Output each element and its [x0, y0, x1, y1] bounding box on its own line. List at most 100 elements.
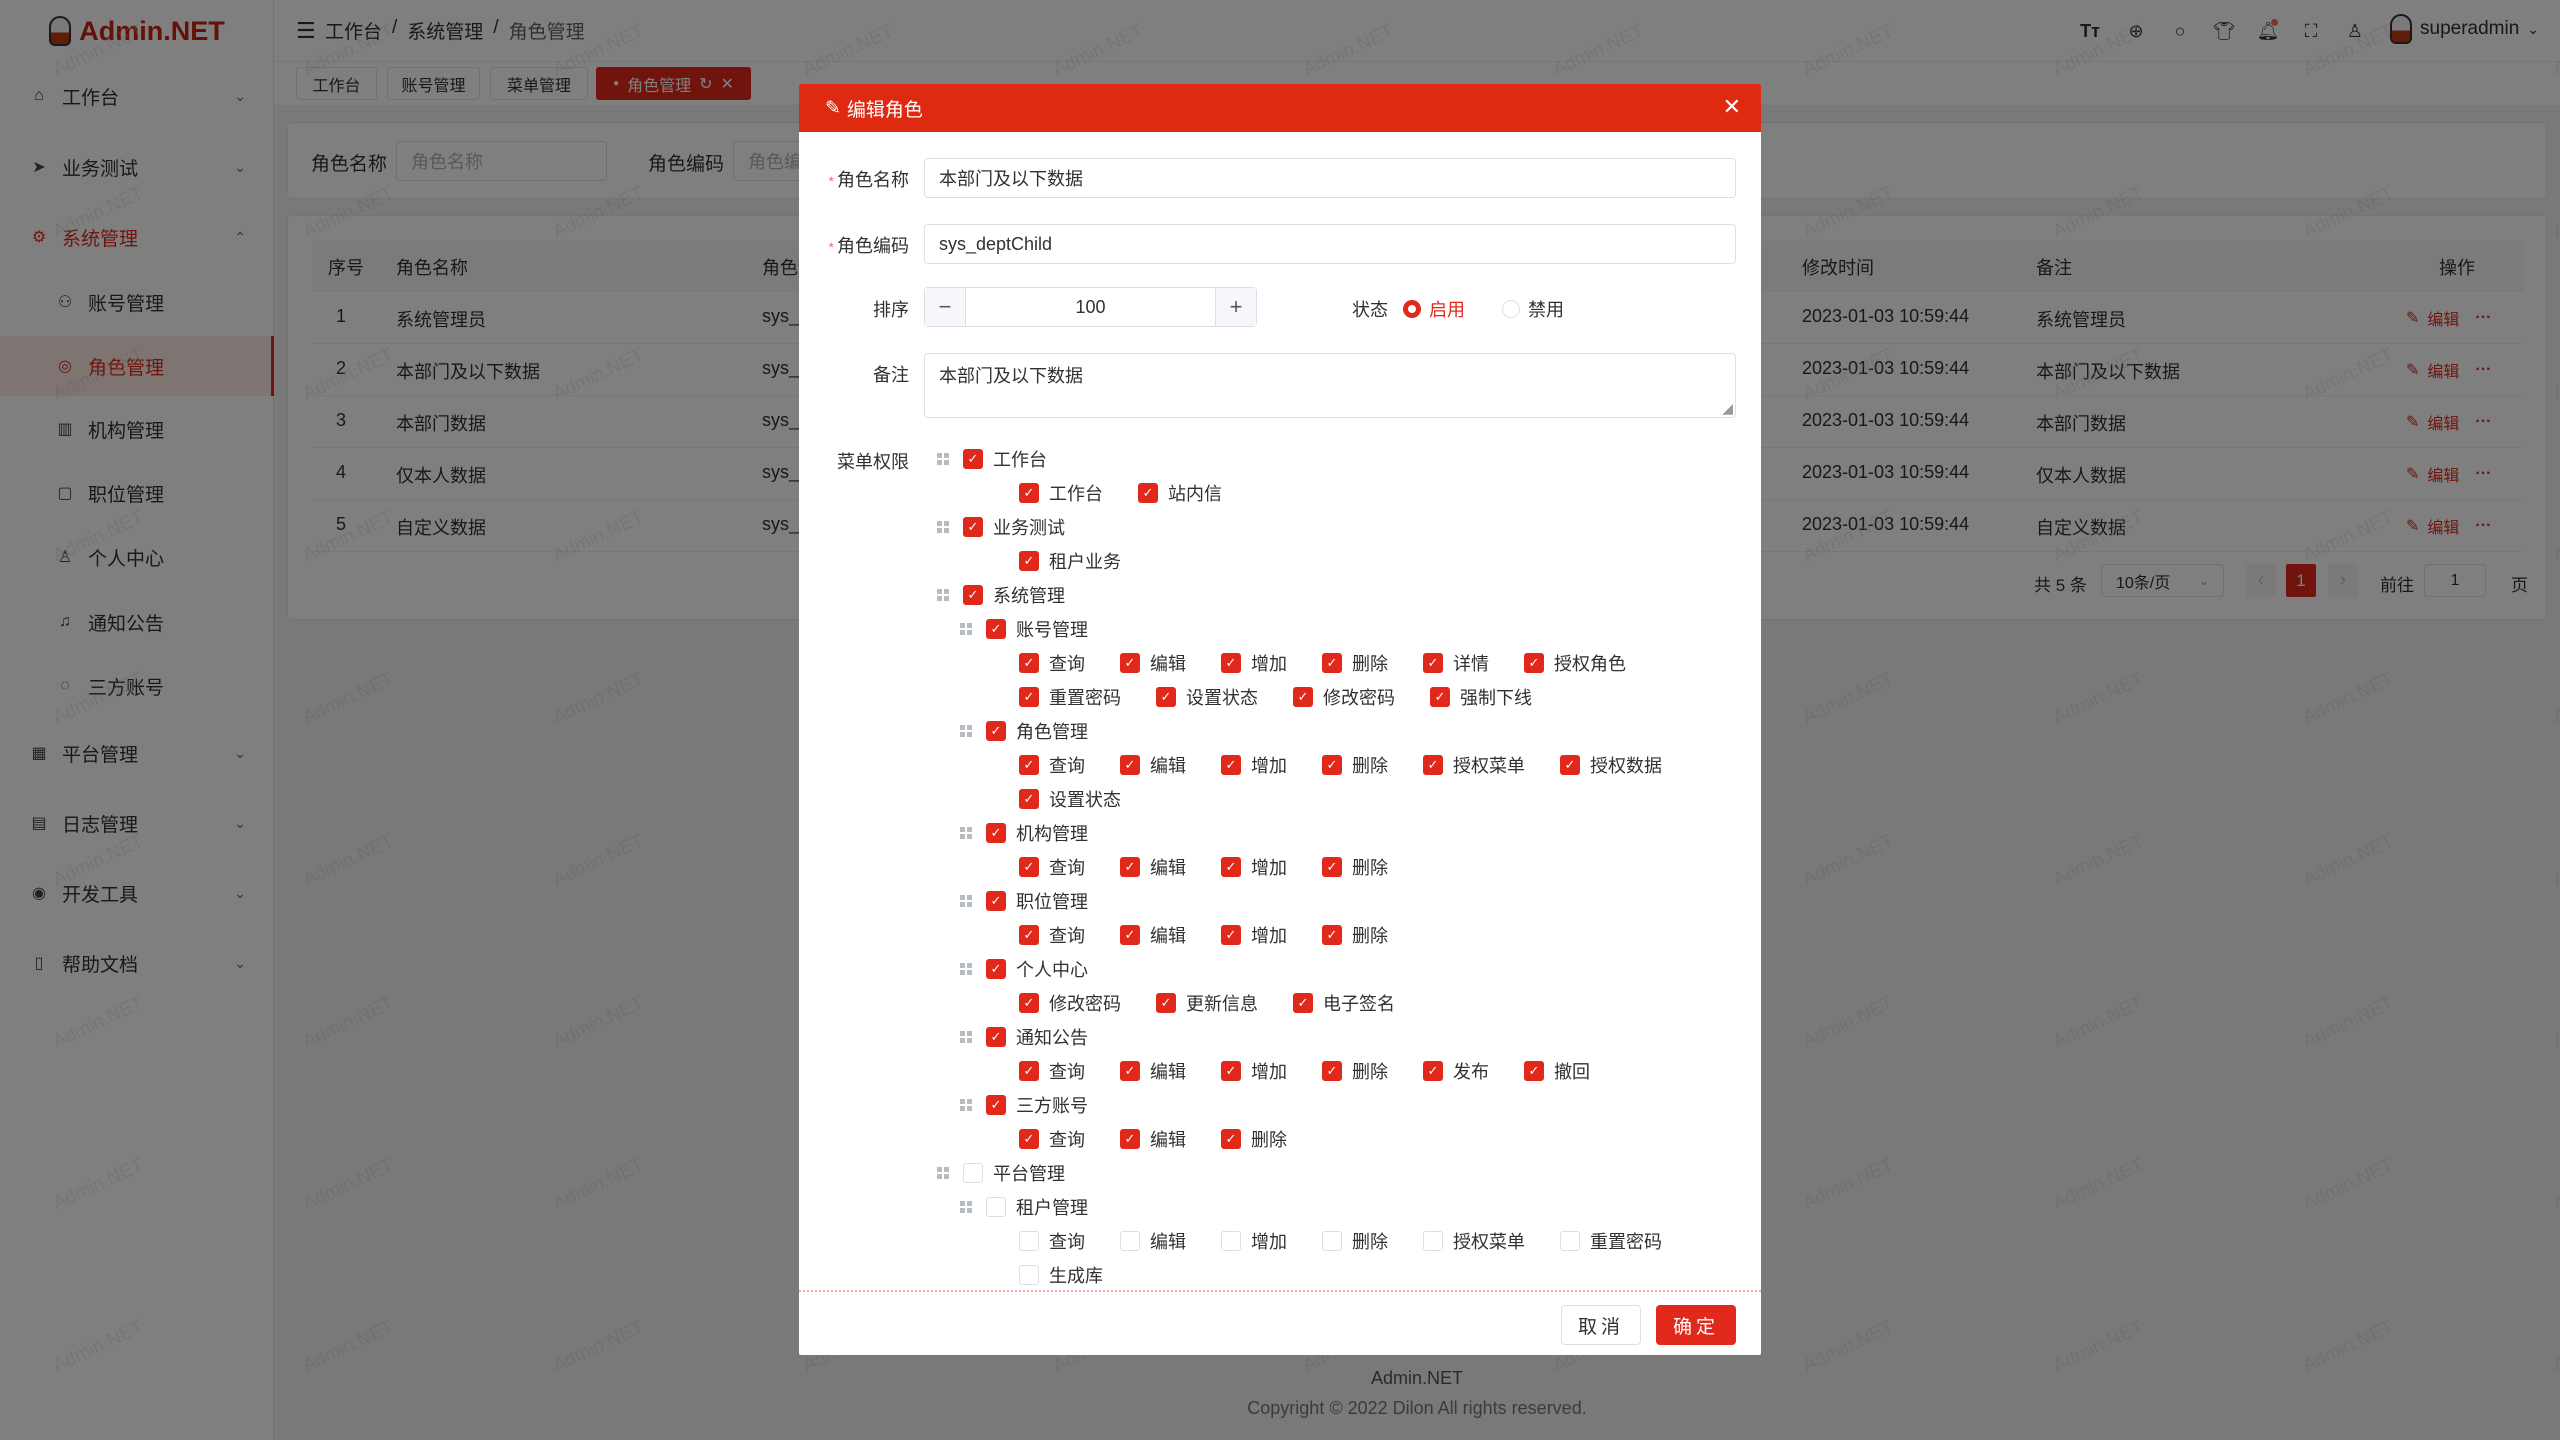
checkbox-checked-icon[interactable]: ✓: [1560, 755, 1580, 775]
tree-node[interactable]: ✓ 业务测试: [799, 510, 1761, 544]
checkbox-checked-icon[interactable]: ✓: [1293, 993, 1313, 1013]
role-code-input[interactable]: sys_deptChild: [924, 224, 1736, 264]
drag-handle-icon[interactable]: [937, 1167, 949, 1179]
tree-node[interactable]: ✓ 角色管理: [799, 714, 1761, 748]
checkbox-unchecked-icon[interactable]: [1120, 1231, 1140, 1251]
tree-node[interactable]: ✓ 账号管理: [799, 612, 1761, 646]
drag-handle-icon[interactable]: [960, 623, 972, 635]
checkbox-checked-icon[interactable]: ✓: [986, 1027, 1006, 1047]
drag-handle-icon[interactable]: [937, 453, 949, 465]
tree-node[interactable]: 平台管理: [799, 1156, 1761, 1190]
order-value-input[interactable]: 100: [965, 288, 1216, 326]
status-radio-enabled[interactable]: 启用: [1403, 296, 1465, 322]
cancel-button[interactable]: 取消: [1561, 1305, 1641, 1345]
checkbox-checked-icon[interactable]: ✓: [1221, 755, 1241, 775]
checkbox-checked-icon[interactable]: ✓: [1120, 755, 1140, 775]
tree-leaf[interactable]: ✓ 撤回: [1524, 1054, 1590, 1088]
checkbox-checked-icon[interactable]: ✓: [986, 1095, 1006, 1115]
checkbox-checked-icon[interactable]: ✓: [1221, 925, 1241, 945]
tree-leaf[interactable]: ✓ 租户业务: [1019, 544, 1121, 578]
checkbox-checked-icon[interactable]: ✓: [1120, 857, 1140, 877]
tree-leaf[interactable]: ✓ 电子签名: [1293, 986, 1395, 1020]
tree-node[interactable]: ✓ 个人中心: [799, 952, 1761, 986]
tree-node[interactable]: 租户管理: [799, 1190, 1761, 1224]
confirm-button[interactable]: 确定: [1656, 1305, 1736, 1345]
checkbox-checked-icon[interactable]: ✓: [1221, 1061, 1241, 1081]
checkbox-checked-icon[interactable]: ✓: [1322, 1061, 1342, 1081]
tree-leaf[interactable]: ✓ 增加: [1221, 1054, 1287, 1088]
tree-leaf[interactable]: ✓ 工作台: [1019, 476, 1103, 510]
checkbox-checked-icon[interactable]: ✓: [1120, 1129, 1140, 1149]
tree-leaf[interactable]: ✓ 强制下线: [1430, 680, 1532, 714]
status-radio-disabled[interactable]: 禁用: [1502, 296, 1564, 322]
drag-handle-icon[interactable]: [960, 1031, 972, 1043]
checkbox-checked-icon[interactable]: ✓: [1019, 789, 1039, 809]
checkbox-checked-icon[interactable]: ✓: [1019, 687, 1039, 707]
tree-leaf[interactable]: ✓ 增加: [1221, 850, 1287, 884]
checkbox-checked-icon[interactable]: ✓: [986, 891, 1006, 911]
checkbox-checked-icon[interactable]: ✓: [1423, 1061, 1443, 1081]
checkbox-checked-icon[interactable]: ✓: [1423, 755, 1443, 775]
checkbox-checked-icon[interactable]: ✓: [1019, 857, 1039, 877]
tree-node[interactable]: ✓ 通知公告: [799, 1020, 1761, 1054]
checkbox-checked-icon[interactable]: ✓: [1221, 1129, 1241, 1149]
checkbox-checked-icon[interactable]: ✓: [1322, 925, 1342, 945]
checkbox-unchecked-icon[interactable]: [1019, 1265, 1039, 1285]
tree-leaf[interactable]: ✓ 删除: [1322, 918, 1388, 952]
tree-leaf[interactable]: 编辑: [1120, 1224, 1186, 1258]
tree-leaf[interactable]: ✓ 删除: [1322, 1054, 1388, 1088]
tree-leaf[interactable]: ✓ 设置状态: [1019, 782, 1121, 816]
drag-handle-icon[interactable]: [960, 827, 972, 839]
tree-leaf[interactable]: ✓ 查询: [1019, 1122, 1085, 1156]
tree-leaf[interactable]: ✓ 编辑: [1120, 918, 1186, 952]
tree-leaf[interactable]: ✓ 增加: [1221, 646, 1287, 680]
drag-handle-icon[interactable]: [960, 1099, 972, 1111]
checkbox-checked-icon[interactable]: ✓: [1221, 857, 1241, 877]
tree-node[interactable]: ✓ 系统管理: [799, 578, 1761, 612]
checkbox-unchecked-icon[interactable]: [1423, 1231, 1443, 1251]
tree-leaf[interactable]: ✓ 授权数据: [1560, 748, 1662, 782]
checkbox-checked-icon[interactable]: ✓: [1019, 1129, 1039, 1149]
checkbox-unchecked-icon[interactable]: [986, 1197, 1006, 1217]
checkbox-unchecked-icon[interactable]: [1221, 1231, 1241, 1251]
tree-leaf[interactable]: ✓ 更新信息: [1156, 986, 1258, 1020]
checkbox-checked-icon[interactable]: ✓: [1322, 857, 1342, 877]
tree-leaf[interactable]: ✓ 删除: [1322, 850, 1388, 884]
checkbox-unchecked-icon[interactable]: [963, 1163, 983, 1183]
tree-leaf[interactable]: ✓ 查询: [1019, 850, 1085, 884]
checkbox-checked-icon[interactable]: ✓: [1524, 653, 1544, 673]
drag-handle-icon[interactable]: [937, 521, 949, 533]
checkbox-checked-icon[interactable]: ✓: [963, 585, 983, 605]
tree-leaf[interactable]: ✓ 修改密码: [1019, 986, 1121, 1020]
checkbox-checked-icon[interactable]: ✓: [1524, 1061, 1544, 1081]
checkbox-checked-icon[interactable]: ✓: [1019, 653, 1039, 673]
drag-handle-icon[interactable]: [960, 725, 972, 737]
checkbox-checked-icon[interactable]: ✓: [986, 619, 1006, 639]
checkbox-checked-icon[interactable]: ✓: [1423, 653, 1443, 673]
tree-leaf[interactable]: ✓ 增加: [1221, 748, 1287, 782]
drag-handle-icon[interactable]: [960, 895, 972, 907]
tree-leaf[interactable]: ✓ 重置密码: [1019, 680, 1121, 714]
tree-leaf[interactable]: ✓ 删除: [1221, 1122, 1287, 1156]
drag-handle-icon[interactable]: [937, 589, 949, 601]
tree-leaf[interactable]: 授权菜单: [1423, 1224, 1525, 1258]
tree-node[interactable]: ✓ 职位管理: [799, 884, 1761, 918]
resize-handle-icon[interactable]: ◢: [1722, 400, 1733, 416]
close-icon[interactable]: ✕: [1722, 94, 1741, 119]
tree-leaf[interactable]: ✓ 编辑: [1120, 1054, 1186, 1088]
tree-leaf[interactable]: ✓ 授权菜单: [1423, 748, 1525, 782]
tree-node[interactable]: ✓ 工作台: [799, 442, 1761, 476]
checkbox-checked-icon[interactable]: ✓: [1322, 653, 1342, 673]
checkbox-checked-icon[interactable]: ✓: [1019, 483, 1039, 503]
tree-leaf[interactable]: 重置密码: [1560, 1224, 1662, 1258]
checkbox-checked-icon[interactable]: ✓: [1156, 993, 1176, 1013]
tree-leaf[interactable]: ✓ 编辑: [1120, 850, 1186, 884]
checkbox-checked-icon[interactable]: ✓: [963, 449, 983, 469]
increment-button[interactable]: +: [1216, 288, 1256, 326]
checkbox-checked-icon[interactable]: ✓: [1019, 1061, 1039, 1081]
checkbox-checked-icon[interactable]: ✓: [1221, 653, 1241, 673]
checkbox-checked-icon[interactable]: ✓: [1019, 993, 1039, 1013]
tree-leaf[interactable]: ✓ 站内信: [1138, 476, 1222, 510]
checkbox-checked-icon[interactable]: ✓: [1138, 483, 1158, 503]
tree-leaf[interactable]: ✓ 修改密码: [1293, 680, 1395, 714]
